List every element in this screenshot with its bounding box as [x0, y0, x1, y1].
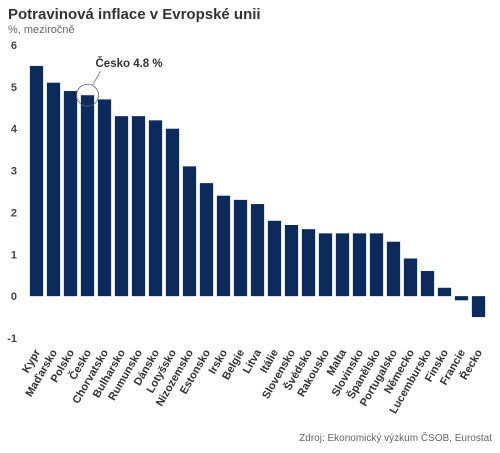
y-tick-label: -1: [7, 333, 17, 345]
bar: [165, 128, 180, 297]
annotation-label: Česko 4.8 %: [96, 57, 163, 70]
bar: [454, 296, 469, 301]
bar: [97, 99, 112, 297]
y-tick-label: 1: [11, 249, 17, 261]
bar: [250, 204, 265, 297]
bar: [369, 233, 384, 297]
bar: [267, 220, 282, 297]
bar: [80, 95, 95, 297]
bar: [148, 120, 163, 297]
bar: [437, 287, 452, 297]
bar: [284, 224, 299, 297]
bar: [420, 271, 435, 297]
bar: [63, 91, 78, 297]
annotation-circle: [76, 83, 99, 107]
bars: [29, 65, 486, 318]
bar: [386, 241, 401, 297]
bar: [182, 166, 197, 297]
chart-title: Potravinová inflace v Evropské unii: [8, 6, 261, 23]
bar: [233, 199, 248, 297]
y-tick-label: 4: [11, 124, 18, 136]
bar: [131, 116, 146, 297]
bar: [471, 296, 486, 318]
chart-subtitle: %, meziročně: [8, 24, 75, 36]
bar: [29, 65, 44, 297]
chart-source: Zdroj: Ekonomický výzkum ČSOB, Eurostat: [299, 433, 492, 444]
y-tick-label: 5: [11, 82, 17, 94]
annotation: Česko 4.8 %: [76, 57, 163, 107]
x-axis-ticks: KyprMaďarskoPolskoČeskoChorvatskoBulhars…: [20, 347, 485, 416]
y-tick-label: 2: [11, 207, 17, 219]
y-tick-label: 6: [11, 40, 17, 52]
bar: [403, 258, 418, 297]
bar: [114, 116, 129, 297]
bar: [318, 233, 333, 297]
y-tick-label: 3: [11, 166, 17, 178]
bar: [199, 183, 214, 297]
bar: [352, 233, 367, 297]
bar: [335, 233, 350, 297]
y-axis-ticks: -1 0 1 2 3 4 5 6: [7, 40, 18, 345]
bar: [216, 195, 231, 297]
bar: [301, 229, 316, 297]
annotation-leader: [92, 71, 101, 86]
y-tick-label: 0: [11, 291, 17, 303]
bar: [46, 82, 61, 297]
